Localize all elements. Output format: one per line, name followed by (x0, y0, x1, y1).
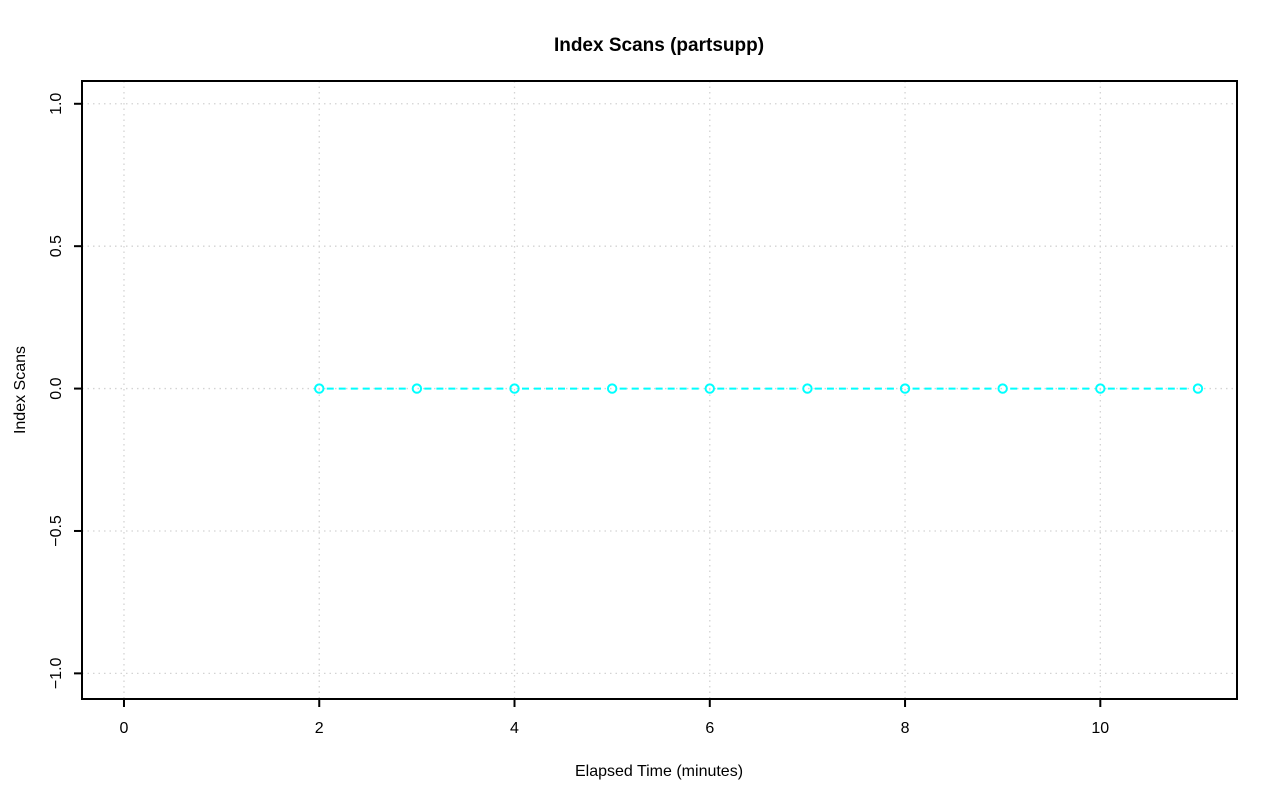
x-tick-label: 6 (705, 720, 714, 737)
data-point-marker (899, 383, 911, 394)
x-tick-label: 8 (901, 720, 910, 737)
y-axis-label: Index Scans (12, 346, 29, 434)
axes-layer: 0 2 4 6 8 10 −1.0 −0.5 0.0 0.5 1.0 (48, 93, 1109, 737)
x-tick-label: 10 (1091, 720, 1109, 737)
y-tick-label: −0.5 (48, 515, 65, 547)
data-point-marker (997, 383, 1008, 394)
x-tick-label: 4 (510, 720, 519, 737)
data-point-marker (802, 383, 813, 394)
data-point-marker (704, 383, 715, 394)
data-point-marker (314, 383, 325, 394)
grid-layer (82, 81, 1237, 699)
y-tick-label: 0.0 (48, 377, 65, 399)
data-point-marker (1095, 383, 1106, 394)
plot-border (81, 80, 1238, 700)
data-point-marker (1192, 383, 1204, 394)
y-tick-label: 0.5 (48, 235, 65, 257)
x-tick-label: 2 (315, 720, 324, 737)
y-tick-label: −1.0 (48, 657, 65, 689)
chart-title: Index Scans (partsupp) (554, 35, 764, 56)
x-tick-label: 0 (120, 720, 129, 737)
series-layer (314, 383, 1204, 394)
data-point-marker (411, 383, 423, 394)
y-tick-label: 1.0 (48, 93, 65, 115)
data-point-marker (509, 383, 520, 394)
data-point-marker (606, 383, 618, 394)
x-axis-label: Elapsed Time (minutes) (575, 763, 743, 780)
